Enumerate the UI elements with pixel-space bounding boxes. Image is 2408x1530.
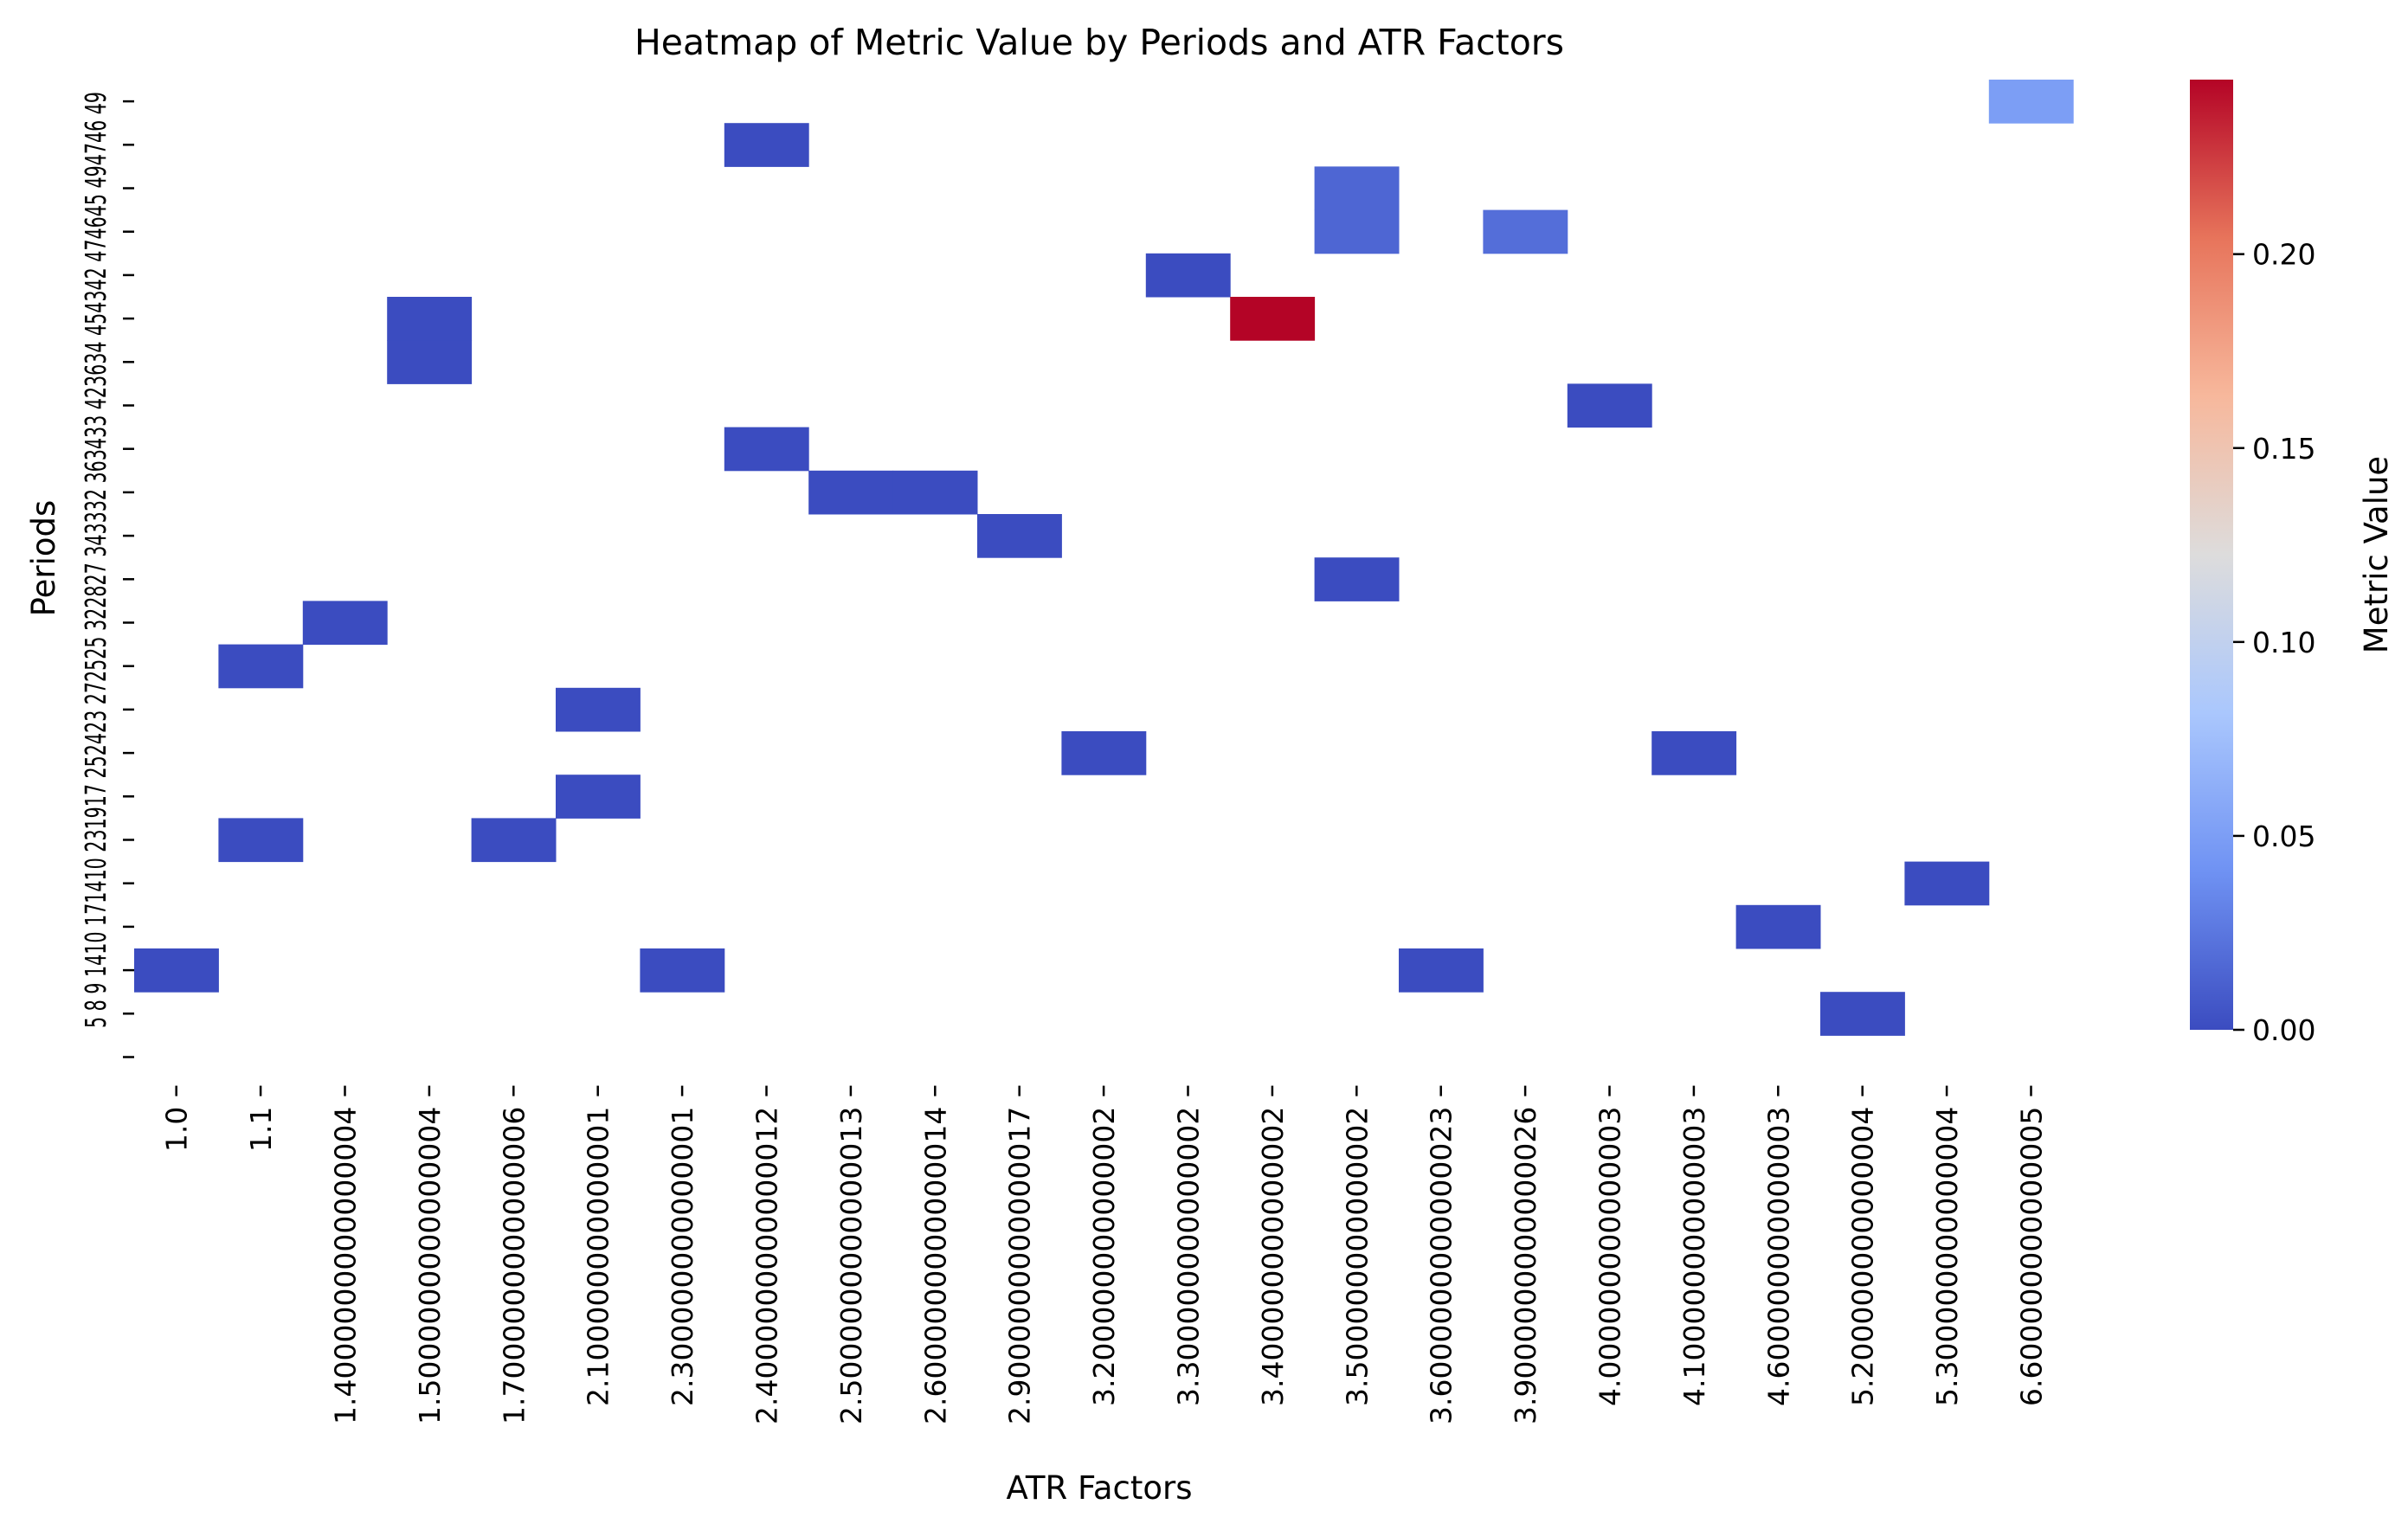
x-tick-label: 4.000000000000003 (1594, 1107, 1627, 1406)
colorbar-tick-label: 0.15 (2252, 432, 2315, 466)
heatmap-cell (892, 470, 978, 515)
heatmap-cell (471, 818, 557, 863)
x-tick-label: 1.5000000000000004 (413, 1107, 447, 1424)
heatmap-cell (556, 775, 641, 819)
heatmap-cell (1735, 904, 1821, 949)
heatmap-cell (1314, 166, 1400, 211)
x-tick-label: 6.600000000000005 (2015, 1107, 2049, 1406)
heatmap-cell (1314, 557, 1400, 601)
x-tick-label: 3.200000000000002 (1087, 1107, 1121, 1406)
chart-title: Heatmap of Metric Value by Periods and A… (634, 22, 1564, 63)
heatmap-cell (1399, 948, 1484, 993)
y-axis-title: Periods (25, 500, 62, 617)
x-tick-label: 3.400000000000002 (1256, 1107, 1290, 1406)
heatmap-cell (1904, 861, 1990, 906)
x-tick-label: 2.4000000000000012 (750, 1107, 784, 1424)
heatmap-cell (387, 340, 473, 384)
x-tick-label: 4.100000000000003 (1677, 1107, 1711, 1406)
x-axis-title: ATR Factors (1006, 1469, 1192, 1507)
heatmap-cell (1651, 731, 1737, 775)
colorbar-ticks: 0.00 0.05 0.10 0.15 0.20 (2233, 238, 2315, 1047)
colorbar-tick-label: 0.05 (2252, 820, 2315, 853)
x-tick-label: 3.500000000000002 (1340, 1107, 1374, 1406)
heatmap-cell (387, 297, 473, 341)
heatmap-cell (1314, 209, 1400, 254)
x-tick-label: 2.100000000000001 (582, 1107, 615, 1406)
colorbar-tick-label: 0.10 (2252, 626, 2315, 659)
heatmap-cell (1061, 731, 1147, 775)
x-tick-label: 3.6000000000000023 (1425, 1107, 1458, 1424)
colorbar-tick-label: 0.00 (2252, 1013, 2315, 1047)
x-axis-ticks: 1.0 1.1 1.4000000000000004 1.50000000000000… (160, 1085, 2049, 1424)
x-tick-label: 1.0 (160, 1107, 194, 1152)
heatmap-cell (1145, 253, 1231, 298)
heatmap-cell (724, 427, 809, 472)
heatmap-cell (1820, 992, 1905, 1036)
x-tick-label: 2.9000000000000017 (1003, 1107, 1037, 1424)
x-tick-label: 3.9000000000000026 (1509, 1107, 1542, 1424)
heatmap-cells (134, 80, 2074, 1036)
heatmap-cell (808, 470, 894, 515)
x-tick-label: 2.300000000000001 (666, 1107, 699, 1406)
heatmap-cell (724, 123, 809, 167)
heatmap-cell (556, 687, 641, 732)
heatmap-cell (1567, 383, 1652, 428)
x-tick-label: 1.4000000000000004 (329, 1107, 363, 1424)
x-tick-label: 3.300000000000002 (1172, 1107, 1206, 1406)
heatmap-cell (302, 601, 388, 646)
x-tick-label: 4.600000000000003 (1761, 1107, 1795, 1406)
x-tick-label: 1.7000000000000006 (497, 1107, 531, 1424)
colorbar (2190, 80, 2233, 1030)
heatmap-cell (1988, 80, 2074, 124)
x-tick-label: 1.1 (244, 1107, 278, 1152)
x-tick-label: 2.5000000000000013 (834, 1107, 868, 1424)
heatmap-cell (218, 644, 304, 689)
x-tick-label: 5.300000000000004 (1930, 1107, 1964, 1406)
heatmap-cell (1230, 297, 1316, 341)
x-tick-label: 5.200000000000004 (1846, 1107, 1880, 1406)
heatmap-cell (134, 948, 219, 993)
heatmap-cell (640, 948, 725, 993)
colorbar-title: Metric Value (2358, 456, 2395, 653)
y-tick-labels: 5 8 9 1410 171410 231917 252423 272525 3… (79, 92, 113, 1028)
colorbar-tick-label: 0.20 (2252, 238, 2315, 272)
y-axis-ticks: 5 8 9 1410 171410 231917 252423 272525 3… (79, 92, 134, 1058)
heatmap-cell (977, 514, 1062, 558)
heatmap-cell (1483, 209, 1568, 254)
x-tick-label: 2.6000000000000014 (918, 1107, 952, 1424)
heatmap-cell (218, 818, 304, 863)
